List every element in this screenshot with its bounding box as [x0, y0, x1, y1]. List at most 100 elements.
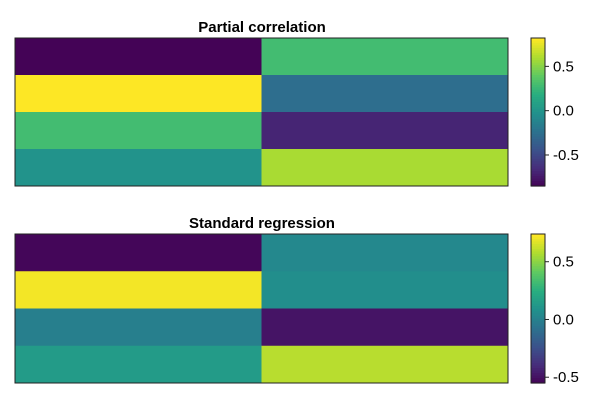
colorbar-gradient-step: [531, 303, 545, 307]
colorbar-gradient-step: [531, 176, 545, 180]
colorbar-gradient-step: [531, 276, 545, 280]
colorbar-gradient-step: [531, 141, 545, 145]
panel-2-title: Standard regression: [189, 215, 335, 232]
colorbar-gradient-step: [531, 146, 545, 150]
colorbar-gradient-step: [531, 166, 545, 170]
colorbar-gradient-step: [531, 168, 545, 172]
colorbar-gradient-step: [531, 102, 545, 106]
colorbar-gradient-step: [531, 99, 545, 103]
panel-2-frame: [14, 233, 509, 384]
colorbar-gradient-step: [531, 338, 545, 342]
colorbar-gradient-step: [531, 328, 545, 332]
colorbar-gradient-step: [531, 171, 545, 175]
colorbar-gradient-step: [531, 313, 545, 317]
colorbar-gradient-step: [531, 92, 545, 96]
colorbar-gradient-step: [531, 348, 545, 352]
colorbar-gradient-step: [531, 315, 545, 320]
colorbar-gradient-step: [531, 236, 545, 240]
colorbar-gradient-step: [531, 104, 545, 108]
colorbar-gradient-step: [531, 340, 545, 344]
colorbar-gradient-step: [531, 283, 545, 287]
colorbar-gradient-step: [531, 343, 545, 347]
colorbar-gradient-step: [531, 134, 545, 138]
colorbar-gradient-step: [531, 291, 545, 295]
colorbar-gradient-step: [531, 75, 545, 79]
colorbar-gradient-step: [531, 335, 545, 339]
colorbar-gradient-step: [531, 97, 545, 101]
heatmap-cell-r2-c2: [261, 271, 509, 309]
colorbar-gradient-step: [531, 238, 545, 243]
colorbar-gradient-step: [531, 45, 545, 49]
colorbar-gradient-step: [531, 298, 545, 302]
heatmap-cell-r3-c2: [261, 308, 509, 347]
panel-1-colorbar: 0.5 0.0 -0.5: [530, 37, 579, 187]
colorbar-gradient-step: [531, 273, 545, 277]
colorbar-gradient-step: [531, 243, 545, 248]
colorbar-gradient-step: [531, 178, 545, 182]
colorbar-gradient-step: [531, 38, 545, 42]
panel-1-frame: [14, 37, 509, 187]
panel-1-cells: [15, 38, 509, 187]
colorbar-gradient-step: [531, 373, 545, 377]
colorbar-gradient-step: [531, 40, 545, 44]
colorbar-gradient-step: [531, 136, 545, 140]
colorbar-gradient-step: [531, 156, 545, 160]
colorbar-gradient-step: [531, 301, 545, 305]
colorbar-gradient-step: [531, 355, 545, 359]
heatmap-cell-r4-c1: [15, 149, 262, 187]
colorbar-gradient-step: [531, 52, 545, 56]
colorbar-tick-label: 0.0: [553, 103, 574, 120]
colorbar-tick-label: 0.5: [553, 254, 574, 271]
colorbar-gradient-step: [531, 345, 545, 349]
colorbar-gradient-step: [531, 380, 545, 384]
heatmap-cell-r4-c2: [261, 149, 509, 187]
panel-2-cells: [15, 234, 509, 384]
colorbar-gradient-step: [531, 126, 545, 130]
colorbar-gradient-step: [531, 251, 545, 255]
colorbar-gradient-step: [531, 258, 545, 262]
colorbar-gradient-step: [531, 60, 545, 64]
colorbar-gradient-step: [531, 183, 545, 187]
heatmap-panel-2: Standard regression 0.5 0.0 -0.5: [14, 215, 579, 386]
colorbar-gradient-step: [531, 89, 545, 93]
colorbar-gradient-step: [531, 271, 545, 275]
colorbar-gradient-step: [531, 256, 545, 260]
colorbar-gradient-step: [531, 119, 545, 123]
colorbar-gradient-step: [531, 353, 545, 357]
heatmap-cell-r3-c1: [15, 308, 262, 347]
colorbar-gradient-step: [531, 70, 545, 74]
colorbar-gradient-step: [531, 370, 545, 374]
colorbar-gradient-step: [531, 79, 545, 83]
heatmap-panel-1: Partial correlation 0.5 0.0 -0.5: [14, 19, 579, 187]
colorbar-gradient-step: [531, 124, 545, 128]
colorbar-gradient-step: [531, 293, 545, 297]
colorbar-gradient-step: [531, 50, 545, 54]
colorbar-gradient-step: [531, 62, 545, 66]
panel-2-colorbar: 0.5 0.0 -0.5: [530, 233, 579, 386]
colorbar-gradient-step: [531, 320, 545, 324]
colorbar-gradient-step: [531, 323, 545, 327]
colorbar-gradient-step: [531, 84, 545, 88]
colorbar-gradient-step: [531, 248, 545, 252]
colorbar-gradient-step: [531, 114, 545, 118]
colorbar-gradient-step: [531, 151, 545, 155]
heatmap-cell-r2-c1: [15, 75, 262, 113]
colorbar-gradient-step: [531, 358, 545, 362]
colorbar-gradient-step: [531, 87, 545, 91]
colorbar-gradient-step: [531, 330, 545, 334]
heatmap-cell-r2-c1: [15, 271, 262, 309]
colorbar-gradient-step: [531, 77, 545, 81]
colorbar-gradient-step: [531, 161, 545, 165]
colorbar-gradient-step: [531, 288, 545, 292]
colorbar-gradient-step: [531, 241, 545, 245]
colorbar-gradient-step: [531, 181, 545, 185]
colorbar-gradient-step: [531, 163, 545, 167]
heatmap-cell-r1-c2: [261, 234, 509, 272]
colorbar-gradient-step: [531, 121, 545, 125]
colorbar-gradient-step: [531, 360, 545, 364]
heatmap-cell-r1-c2: [261, 38, 509, 76]
colorbar-gradient-step: [531, 131, 545, 135]
colorbar-gradient-step: [531, 268, 545, 272]
colorbar-gradient-step: [531, 281, 545, 285]
